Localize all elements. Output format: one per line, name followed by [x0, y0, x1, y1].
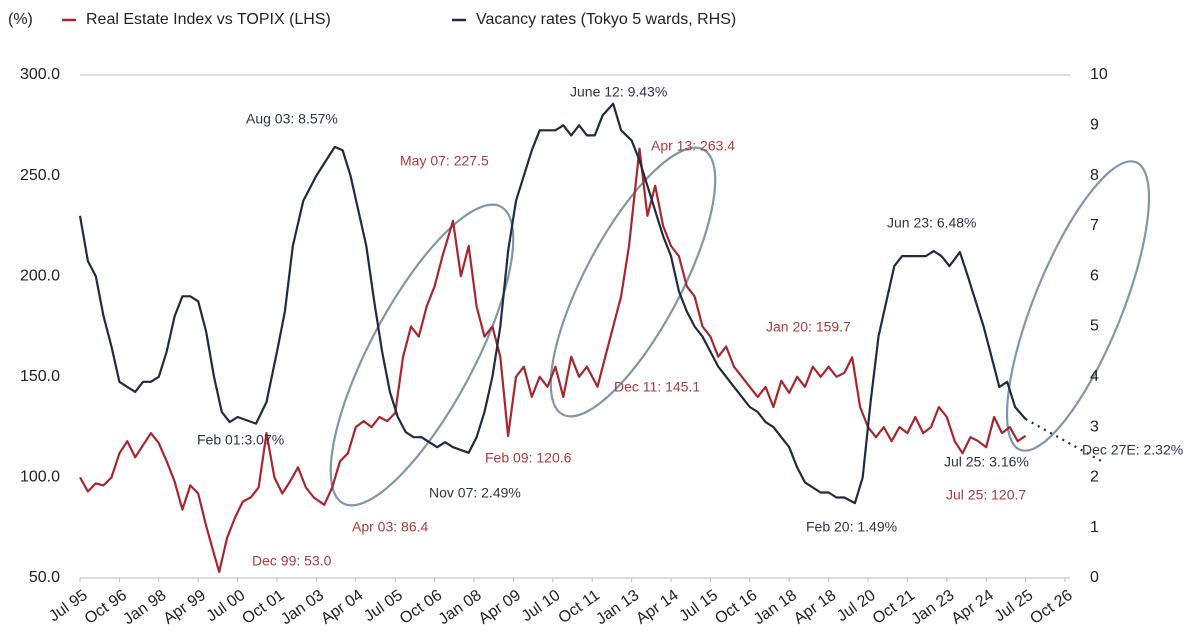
annotation: Apr 13: 263.4 — [651, 138, 735, 154]
annotation: Feb 20: 1.49% — [806, 519, 897, 535]
x-tick-label: Jan 18 — [751, 587, 800, 629]
ellipse — [1005, 160, 1151, 452]
highlight-ellipses — [329, 146, 1151, 507]
y2-tick-label: 10 — [1090, 66, 1108, 83]
y2-tick-label: 7 — [1090, 217, 1099, 234]
x-tick-label: Oct 01 — [239, 587, 287, 628]
annotation: Apr 03: 86.4 — [352, 519, 428, 535]
x-tick-label: Jul 05 — [361, 587, 406, 625]
annotation: May 07: 227.5 — [400, 153, 489, 169]
y2-tick-label: 1 — [1090, 519, 1099, 536]
ellipse — [549, 146, 717, 418]
y-tick-label: 100.0 — [20, 469, 60, 486]
legend-label: Real Estate Index vs TOPIX (LHS) — [86, 11, 331, 28]
x-tick-label: Jul 20 — [834, 587, 879, 625]
x-tick-label: Jul 15 — [676, 587, 721, 625]
x-tick-label: Jul 00 — [204, 587, 249, 625]
y-tick-label: 300.0 — [20, 66, 60, 83]
annotation: Nov 07: 2.49% — [429, 485, 521, 501]
y2-tick-label: 9 — [1090, 117, 1099, 134]
x-tick-label: Oct 96 — [82, 587, 130, 628]
y-tick-label: 200.0 — [20, 267, 60, 284]
annotation: Feb 01:3.07% — [197, 432, 284, 448]
x-tick-label: Apr 99 — [161, 587, 209, 628]
x-tick-label: Jan 03 — [278, 587, 327, 629]
x-tick-label: Jul 10 — [519, 587, 564, 625]
annotation: Jan 20: 159.7 — [766, 319, 851, 335]
x-tick-label: Oct 21 — [870, 587, 918, 628]
x-tick-label: Apr 14 — [633, 587, 681, 628]
annotation: Dec 27E: 2.32% — [1082, 442, 1183, 458]
series-line — [79, 147, 1027, 574]
annotation: Dec 11: 145.1 — [614, 379, 700, 395]
annotation: Jul 25: 120.7 — [946, 487, 1026, 503]
annotation: June 12: 9.43% — [570, 84, 667, 100]
annotation: Dec 99: 53.0 — [252, 553, 332, 569]
y2-tick-label: 4 — [1090, 368, 1099, 385]
y2-tick-label: 3 — [1090, 418, 1099, 435]
annotation: Feb 09: 120.6 — [485, 450, 572, 466]
x-tick-label: Jan 13 — [593, 587, 642, 629]
y-tick-label: 250.0 — [20, 167, 60, 184]
series-line — [78, 102, 1027, 505]
ellipse — [329, 203, 515, 507]
y2-tick-label: 2 — [1090, 469, 1099, 486]
x-tick-label: Apr 18 — [791, 587, 839, 628]
x-tick-label: Jul 95 — [46, 587, 91, 625]
legend-label: Vacancy rates (Tokyo 5 wards, RHS) — [476, 11, 736, 28]
forecast-line — [1025, 418, 1103, 463]
x-tick-label: Jan 23 — [908, 587, 957, 629]
y-tick-label: 150.0 — [20, 368, 60, 385]
x-tick-label: Jan 98 — [120, 587, 169, 629]
annotation: Jul 25: 3.16% — [944, 454, 1029, 470]
x-tick-label: Oct 26 — [1027, 587, 1075, 628]
annotation: Jun 23: 6.48% — [887, 215, 977, 231]
y-tick-label: 50.0 — [29, 569, 60, 586]
x-tick-label: Oct 16 — [712, 587, 760, 628]
x-tick-label: Oct 06 — [397, 587, 445, 628]
x-tick-label: Apr 04 — [318, 587, 366, 628]
x-tick-label: Jul 25 — [992, 587, 1037, 625]
y2-tick-label: 8 — [1090, 167, 1099, 184]
y-axis-label: (%) — [8, 11, 33, 28]
x-tick-label: Jan 08 — [436, 587, 485, 629]
x-tick-label: Apr 09 — [476, 587, 524, 628]
x-tick-label: Apr 24 — [949, 587, 997, 628]
annotation: Aug 03: 8.57% — [246, 111, 338, 127]
y2-tick-label: 5 — [1090, 318, 1099, 335]
y2-tick-label: 6 — [1090, 267, 1099, 284]
x-tick-label: Oct 11 — [556, 587, 603, 627]
y2-tick-label: 0 — [1090, 569, 1099, 586]
